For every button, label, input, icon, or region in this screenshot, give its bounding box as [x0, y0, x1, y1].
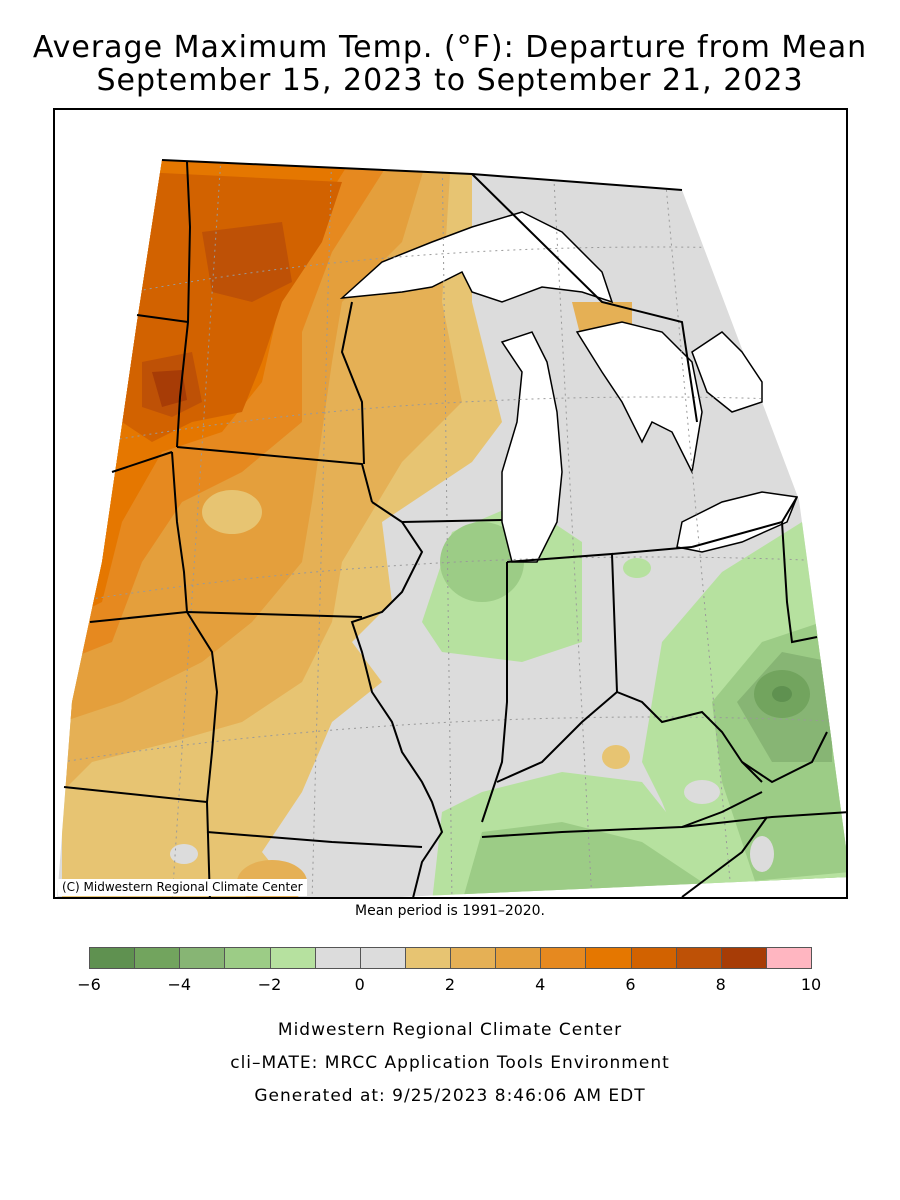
- legend-tick-labels: −6 −4 −2 0 2 4 6 8 10: [0, 975, 900, 995]
- legend-tick-label: 8: [715, 975, 726, 994]
- legend-tick-label: 4: [535, 975, 546, 994]
- legend-swatch: [269, 947, 316, 969]
- legend-swatch: [134, 947, 181, 969]
- legend-swatch: [585, 947, 632, 969]
- color-legend: [89, 947, 812, 971]
- footer-organization: Midwestern Regional Climate Center: [277, 1020, 623, 1040]
- footer-tool-name: cli–MATE: MRCC Application Tools Environ…: [230, 1053, 670, 1073]
- legend-tick-label: −6: [77, 975, 101, 994]
- map-date-range: September 15, 2023 to September 21, 2023: [96, 63, 804, 98]
- footer-generated-timestamp: Generated at: 9/25/2023 8:46:06 AM EDT: [254, 1086, 646, 1106]
- legend-tick-label: −2: [257, 975, 282, 994]
- legend-swatch: [450, 947, 497, 969]
- legend-swatch: [495, 947, 542, 969]
- legend-tick-label: 6: [625, 975, 636, 994]
- departure-field: [57, 160, 846, 897]
- legend-swatch: [224, 947, 271, 969]
- legend-swatch: [179, 947, 226, 969]
- temperature-departure-map: [53, 108, 848, 899]
- legend-tick-label: 10: [800, 975, 822, 994]
- map-title: Average Maximum Temp. (°F): Departure fr…: [32, 30, 868, 65]
- legend-swatch: [675, 947, 722, 969]
- legend-swatch: [540, 947, 587, 969]
- legend-tick-label: 2: [444, 975, 456, 994]
- legend-swatch: [404, 947, 451, 969]
- legend-swatch: [89, 947, 136, 969]
- legend-swatch: [314, 947, 361, 969]
- legend-swatch: [720, 947, 767, 969]
- legend-swatch: [359, 947, 406, 969]
- legend-swatch: [630, 947, 677, 969]
- legend-tick-label: −4: [167, 975, 192, 994]
- mean-period-note: Mean period is 1991–2020.: [355, 903, 545, 919]
- legend-tick-label: 0: [354, 975, 365, 994]
- copyright-label: (C) Midwestern Regional Climate Center: [58, 879, 307, 896]
- state-borders: [63, 159, 846, 897]
- graticule: [61, 160, 846, 897]
- legend-swatch: [765, 947, 812, 969]
